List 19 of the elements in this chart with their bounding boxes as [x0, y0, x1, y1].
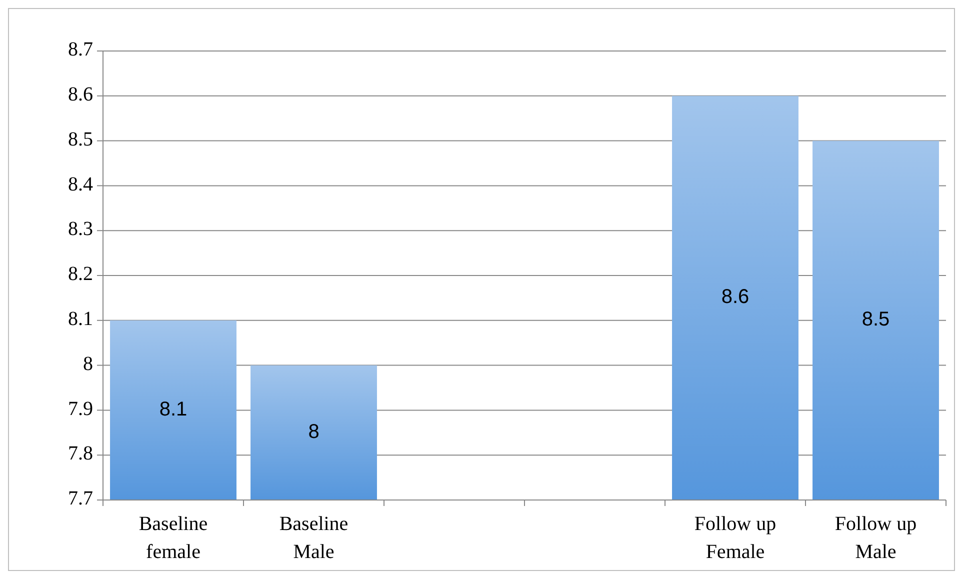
data-label: 8.6	[721, 286, 750, 308]
y-tick-label: 8.4	[68, 173, 93, 196]
x-tick-label: Baseline Male	[279, 513, 348, 563]
y-tick-label: 8.3	[68, 218, 93, 240]
data-label: 8.5	[862, 308, 890, 331]
data-label: 8.1	[159, 398, 188, 420]
y-tick-label: 8.6	[68, 83, 93, 106]
y-tick-label: 7.9	[68, 398, 93, 420]
y-tick-label: 7.8	[68, 442, 93, 465]
y-tick-label: 8.2	[68, 263, 93, 286]
x-tick-label: Follow up Female	[694, 513, 776, 563]
x-tick-label: Baseline female	[138, 513, 208, 563]
data-label: 8	[308, 420, 320, 443]
y-tick-label: 7.7	[68, 488, 93, 510]
y-tick-label: 8.7	[68, 38, 93, 61]
y-tick-label: 8	[83, 352, 93, 375]
y-tick-label: 8.1	[68, 308, 93, 330]
x-tick-label: Follow up Male	[834, 513, 917, 563]
y-tick-label: 8.5	[68, 128, 93, 150]
